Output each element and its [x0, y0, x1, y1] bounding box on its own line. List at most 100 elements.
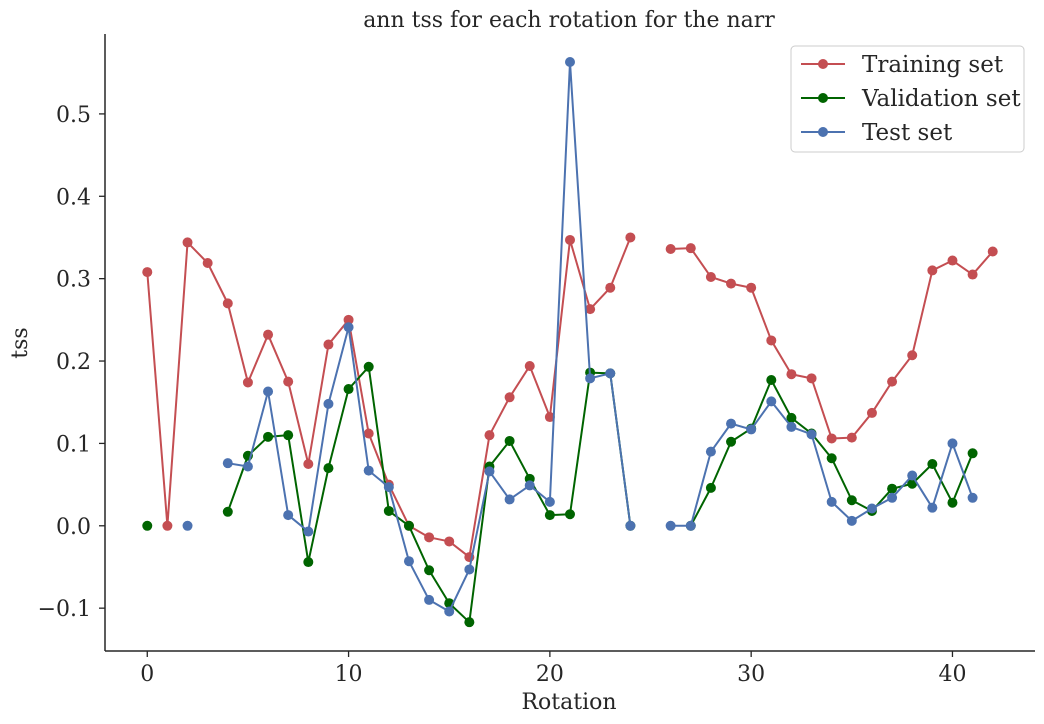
data-point	[263, 431, 274, 442]
data-point	[363, 361, 374, 372]
data-point	[866, 503, 877, 514]
legend-label: Test set	[862, 120, 953, 146]
series-line	[670, 247, 994, 440]
data-point	[726, 278, 737, 289]
data-point	[524, 360, 535, 371]
data-point	[142, 267, 153, 278]
data-point	[464, 617, 475, 628]
data-point	[866, 407, 877, 418]
data-point	[746, 282, 757, 293]
data-point	[927, 265, 938, 276]
data-point	[524, 480, 535, 491]
data-point	[343, 322, 354, 333]
y-tick-label: −0.1	[38, 597, 91, 622]
legend-label: Validation set	[861, 86, 1021, 112]
data-point	[826, 453, 837, 464]
data-point	[726, 436, 737, 447]
data-point	[625, 520, 636, 531]
data-point	[605, 368, 616, 379]
data-point	[283, 430, 294, 441]
x-tick-label: 20	[536, 662, 564, 687]
data-point	[504, 392, 515, 403]
data-point	[806, 429, 817, 440]
data-point	[565, 509, 575, 520]
data-point	[786, 421, 797, 432]
data-point	[806, 373, 817, 384]
data-point	[424, 594, 435, 605]
data-point	[826, 433, 837, 444]
data-point	[665, 520, 676, 531]
data-point	[182, 237, 193, 248]
data-point	[565, 57, 575, 68]
y-tick-label: 0.0	[56, 515, 91, 540]
data-point	[766, 396, 777, 407]
data-point	[222, 298, 233, 309]
data-point	[544, 510, 555, 521]
legend-swatch-marker	[818, 127, 828, 137]
legend: Training set Validation set Test set	[790, 45, 1025, 153]
data-point	[504, 494, 515, 505]
data-point	[363, 428, 374, 439]
data-point	[705, 482, 716, 493]
data-point	[202, 258, 213, 269]
data-point	[222, 506, 233, 517]
data-point	[947, 438, 958, 449]
y-axis-ticks: −0.1 0.0 0.1 0.2 0.3 0.4 0.5	[38, 103, 105, 622]
data-point	[444, 606, 455, 617]
data-point	[826, 496, 837, 507]
data-point	[967, 448, 978, 459]
legend-label: Training set	[862, 52, 1004, 78]
data-point	[907, 470, 918, 481]
data-point	[162, 520, 173, 531]
data-point	[464, 564, 475, 575]
data-point	[746, 424, 757, 435]
data-point	[846, 432, 857, 443]
data-point	[766, 374, 777, 385]
data-point	[705, 272, 716, 283]
data-point	[182, 520, 193, 531]
data-point	[424, 532, 435, 543]
data-point	[343, 384, 354, 395]
data-point	[967, 269, 978, 280]
data-point	[283, 376, 294, 387]
data-point	[685, 243, 696, 254]
data-point	[726, 418, 737, 429]
data-point	[544, 412, 555, 423]
data-point	[424, 565, 435, 576]
data-point	[565, 234, 575, 245]
data-point	[242, 461, 253, 472]
data-point	[323, 339, 334, 350]
data-point	[705, 446, 716, 457]
data-point	[887, 376, 898, 387]
data-point	[484, 430, 495, 441]
plot-area	[142, 57, 998, 628]
data-point	[947, 497, 958, 508]
data-point	[504, 435, 515, 446]
chart-title: ann tss for each rotation for the narr	[363, 8, 775, 33]
y-tick-label: 0.5	[56, 103, 91, 128]
series-line	[227, 61, 632, 613]
data-point	[585, 373, 596, 384]
data-point	[665, 244, 676, 255]
legend-swatch-marker	[818, 59, 828, 69]
x-tick-label: 30	[737, 662, 765, 687]
data-point	[967, 492, 978, 503]
data-point	[383, 505, 394, 516]
data-point	[544, 496, 555, 507]
data-point	[846, 495, 857, 506]
y-tick-label: 0.1	[56, 432, 91, 457]
y-axis-label: tss	[8, 327, 33, 358]
data-point	[887, 483, 898, 494]
data-point	[947, 255, 958, 266]
data-point	[907, 350, 918, 361]
data-point	[323, 463, 334, 474]
data-point	[323, 398, 334, 409]
data-point	[303, 526, 314, 537]
data-point	[263, 386, 274, 397]
data-point	[887, 492, 898, 503]
data-point	[363, 465, 374, 476]
legend-swatch-marker	[818, 93, 828, 103]
data-point	[786, 369, 797, 380]
data-point	[846, 515, 857, 526]
data-point	[403, 520, 414, 531]
